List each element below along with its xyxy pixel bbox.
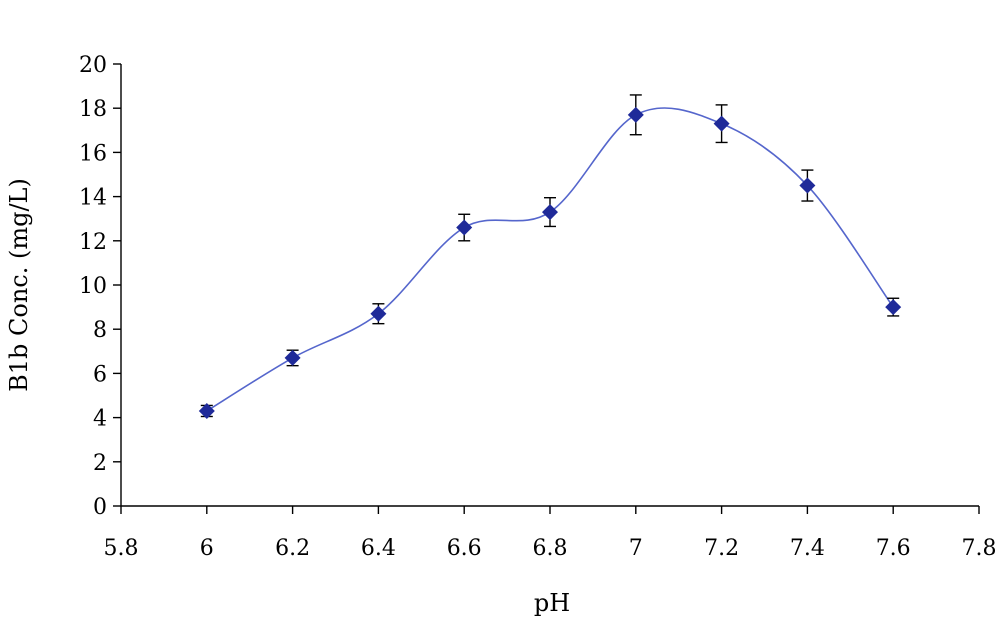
y-tick-label: 8 bbox=[93, 318, 107, 343]
y-tick-label: 16 bbox=[79, 141, 107, 166]
data-point bbox=[370, 305, 387, 322]
y-tick-label: 14 bbox=[79, 186, 107, 211]
x-tick-label: 6.2 bbox=[275, 536, 310, 561]
y-axis-ticks: 0 2 4 6 8 10 12 14 16 18 20 bbox=[79, 53, 121, 520]
x-tick-label: 7.8 bbox=[962, 536, 997, 561]
y-tick-label: 12 bbox=[79, 230, 107, 255]
data-point bbox=[456, 219, 473, 236]
data-points bbox=[198, 106, 902, 419]
axes bbox=[120, 64, 979, 507]
x-tick-label: 6.6 bbox=[447, 536, 482, 561]
data-point bbox=[885, 299, 902, 316]
x-tick-label: 6.4 bbox=[361, 536, 396, 561]
data-point bbox=[627, 106, 644, 123]
error-bars bbox=[200, 94, 900, 418]
y-tick-label: 18 bbox=[79, 97, 107, 122]
y-axis-title: B1b Conc. (mg/L) bbox=[5, 178, 33, 392]
data-point bbox=[542, 204, 558, 221]
x-tick-label: 7 bbox=[629, 536, 643, 561]
series-curve bbox=[206, 107, 894, 412]
y-tick-label: 20 bbox=[79, 53, 107, 78]
x-tick-label: 5.8 bbox=[104, 536, 139, 561]
y-tick-label: 0 bbox=[93, 495, 107, 520]
data-point bbox=[799, 177, 816, 194]
data-point bbox=[713, 115, 730, 132]
x-tick-label: 7.6 bbox=[876, 536, 911, 561]
data-point bbox=[284, 349, 301, 366]
x-tick-label: 7.4 bbox=[790, 536, 825, 561]
x-axis-title: pH bbox=[534, 589, 570, 617]
data-point bbox=[198, 402, 215, 419]
y-tick-label: 6 bbox=[93, 362, 107, 387]
x-tick-label: 7.2 bbox=[704, 536, 739, 561]
x-axis-ticks: 5.8 6 6.2 6.4 6.6 6.8 7 7.2 7.4 7.6 7.8 bbox=[104, 506, 997, 561]
y-tick-label: 4 bbox=[93, 407, 107, 432]
y-tick-label: 10 bbox=[79, 274, 107, 299]
x-tick-label: 6.8 bbox=[533, 536, 568, 561]
x-tick-label: 6 bbox=[200, 536, 214, 561]
y-tick-label: 2 bbox=[93, 451, 107, 476]
